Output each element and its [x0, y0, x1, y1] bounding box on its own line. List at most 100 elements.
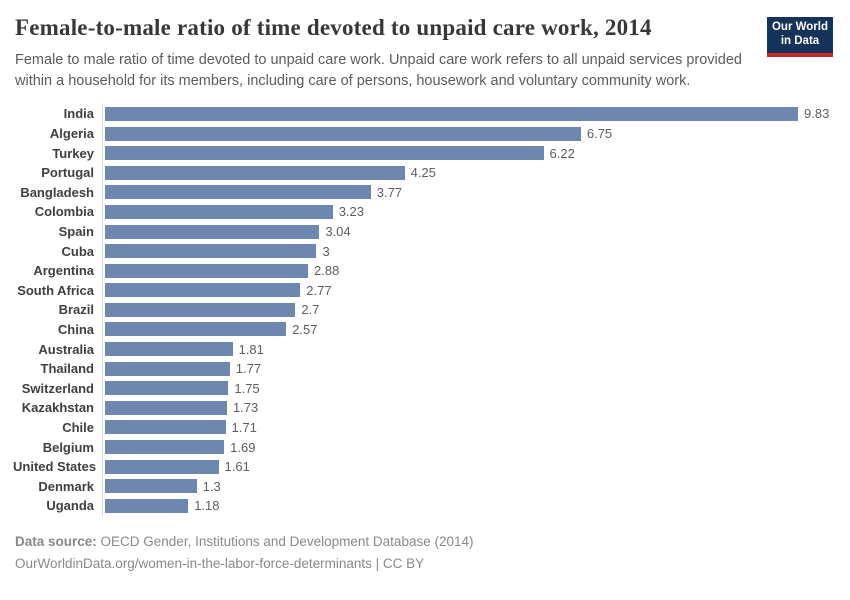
- bar-value-label: 1.75: [234, 380, 260, 396]
- bar-value-label: 9.83: [804, 106, 830, 122]
- bar-value-label: 4.25: [410, 165, 436, 181]
- bar-track: 3: [102, 241, 835, 261]
- bar-category-label: Portugal: [41, 165, 94, 181]
- bar-value-label: 2.88: [314, 263, 340, 279]
- bar-category-label: Spain: [58, 224, 94, 240]
- bar-row: Belgium 1.69: [13, 437, 835, 457]
- bar[interactable]: [105, 381, 229, 396]
- bar-track: 1.81: [102, 339, 835, 359]
- bar-row: India 9.83: [13, 104, 835, 124]
- header: Female-to-male ratio of time devoted to …: [13, 13, 835, 91]
- bar[interactable]: [105, 302, 296, 317]
- bar[interactable]: [105, 165, 405, 180]
- bar[interactable]: [105, 361, 230, 376]
- bar-row: Uganda 1.18: [13, 496, 835, 516]
- bar-track: 1.18: [102, 496, 835, 516]
- bar-category-label: Switzerland: [21, 380, 94, 396]
- bar-value-label: 1.3: [202, 478, 221, 494]
- bar[interactable]: [105, 459, 219, 474]
- bar[interactable]: [105, 400, 227, 415]
- bar[interactable]: [105, 498, 189, 513]
- bar-category-label: Turkey: [52, 145, 94, 161]
- bar-track: 3.04: [102, 221, 835, 242]
- bar[interactable]: [105, 244, 317, 259]
- bar-row: Turkey 6.22: [13, 143, 835, 163]
- bar[interactable]: [105, 342, 233, 357]
- bar-value-label: 1.71: [231, 419, 257, 435]
- bar-track: 3.23: [102, 202, 835, 222]
- bar-category-label: Chile: [62, 419, 94, 435]
- owid-logo-line1: Our World: [771, 21, 828, 34]
- bar-track: 6.75: [102, 123, 835, 144]
- bar-category-label: Denmark: [38, 478, 94, 494]
- bar-category-label: China: [57, 321, 94, 337]
- bar-row: Switzerland 1.75: [13, 378, 835, 399]
- bar-row: Cuba 3: [13, 241, 835, 261]
- bar-value-label: 2.7: [301, 302, 320, 318]
- bar-category-label: Thailand: [40, 361, 94, 377]
- bar-value-label: 3.23: [338, 204, 365, 220]
- bar[interactable]: [105, 185, 371, 200]
- bar-value-label: 2.77: [306, 282, 332, 298]
- bar-category-label: Kazakhstan: [21, 400, 94, 416]
- bar-category-label: Brazil: [58, 302, 94, 318]
- bar-value-label: 2.57: [292, 321, 318, 337]
- bar-row: Kazakhstan 1.73: [13, 398, 835, 418]
- bar-row: Colombia 3.23: [13, 202, 835, 222]
- bar-category-label: Cuba: [61, 243, 95, 259]
- bar-chart: India 9.83 Algeria 6.75 Turkey 6.22 Portugal 4.…: [13, 104, 835, 516]
- bar-row: Thailand 1.77: [13, 358, 835, 379]
- bar-row: Chile 1.71: [13, 417, 835, 438]
- bar-row: Brazil 2.7: [13, 300, 835, 320]
- bar[interactable]: [105, 126, 581, 141]
- footer-source-line: Data source: OECD Gender, Institutions a…: [15, 531, 835, 553]
- footer-license: | CC BY: [371, 555, 425, 571]
- bar-row: United States 1.61: [13, 456, 835, 477]
- bar-row: Algeria 6.75: [13, 123, 835, 144]
- bar[interactable]: [105, 420, 226, 435]
- footer: Data source: OECD Gender, Institutions a…: [15, 531, 835, 576]
- bar-category-label: Bangladesh: [20, 184, 94, 200]
- bar[interactable]: [105, 224, 320, 239]
- bar[interactable]: [105, 146, 544, 161]
- bar[interactable]: [105, 106, 798, 121]
- bar-row: Denmark 1.3: [13, 476, 835, 497]
- bar[interactable]: [105, 263, 309, 278]
- bar-category-label: Argentina: [33, 263, 94, 279]
- owid-logo-line2: in Data: [780, 35, 820, 47]
- bar-row: South Africa 2.77: [13, 280, 835, 301]
- bar-value-label: 6.22: [549, 145, 575, 161]
- bar-row: China 2.57: [13, 319, 835, 340]
- bar-track: 6.22: [102, 143, 835, 163]
- bar[interactable]: [105, 440, 225, 455]
- bar-value-label: 3.04: [325, 224, 351, 240]
- bar-value-label: 1.61: [224, 459, 250, 475]
- bar[interactable]: [105, 322, 287, 337]
- bar-track: 1.77: [102, 358, 835, 379]
- bar-category-label: Algeria: [49, 126, 94, 142]
- bar-value-label: 3: [322, 243, 330, 259]
- bar-category-label: United States: [13, 459, 97, 475]
- bar-row: Argentina 2.88: [13, 260, 835, 281]
- bar-value-label: 1.81: [238, 341, 264, 357]
- bar-value-label: 1.69: [230, 439, 256, 455]
- bar[interactable]: [105, 204, 333, 219]
- bar-row: Spain 3.04: [13, 221, 835, 242]
- bar-track: 2.7: [102, 300, 835, 320]
- bar-track: 2.88: [102, 260, 835, 281]
- bar-value-label: 6.75: [586, 126, 613, 142]
- bar[interactable]: [105, 479, 197, 494]
- bar-category-label: Australia: [38, 341, 94, 357]
- bar-track: 1.75: [102, 378, 835, 399]
- bar-row: Portugal 4.25: [13, 162, 835, 183]
- bar-track: 3.77: [102, 182, 835, 203]
- bar-value-label: 1.77: [235, 361, 262, 377]
- bar-track: 1.3: [102, 476, 835, 497]
- bar[interactable]: [105, 283, 301, 298]
- footer-link[interactable]: OurWorldinData.org/women-in-the-labor-fo…: [15, 555, 372, 571]
- bar-category-label: South Africa: [17, 282, 94, 298]
- footer-link-line: OurWorldinData.org/women-in-the-labor-fo…: [15, 553, 835, 575]
- bar-track: 4.25: [102, 162, 835, 183]
- bar-category-label: Uganda: [46, 498, 94, 514]
